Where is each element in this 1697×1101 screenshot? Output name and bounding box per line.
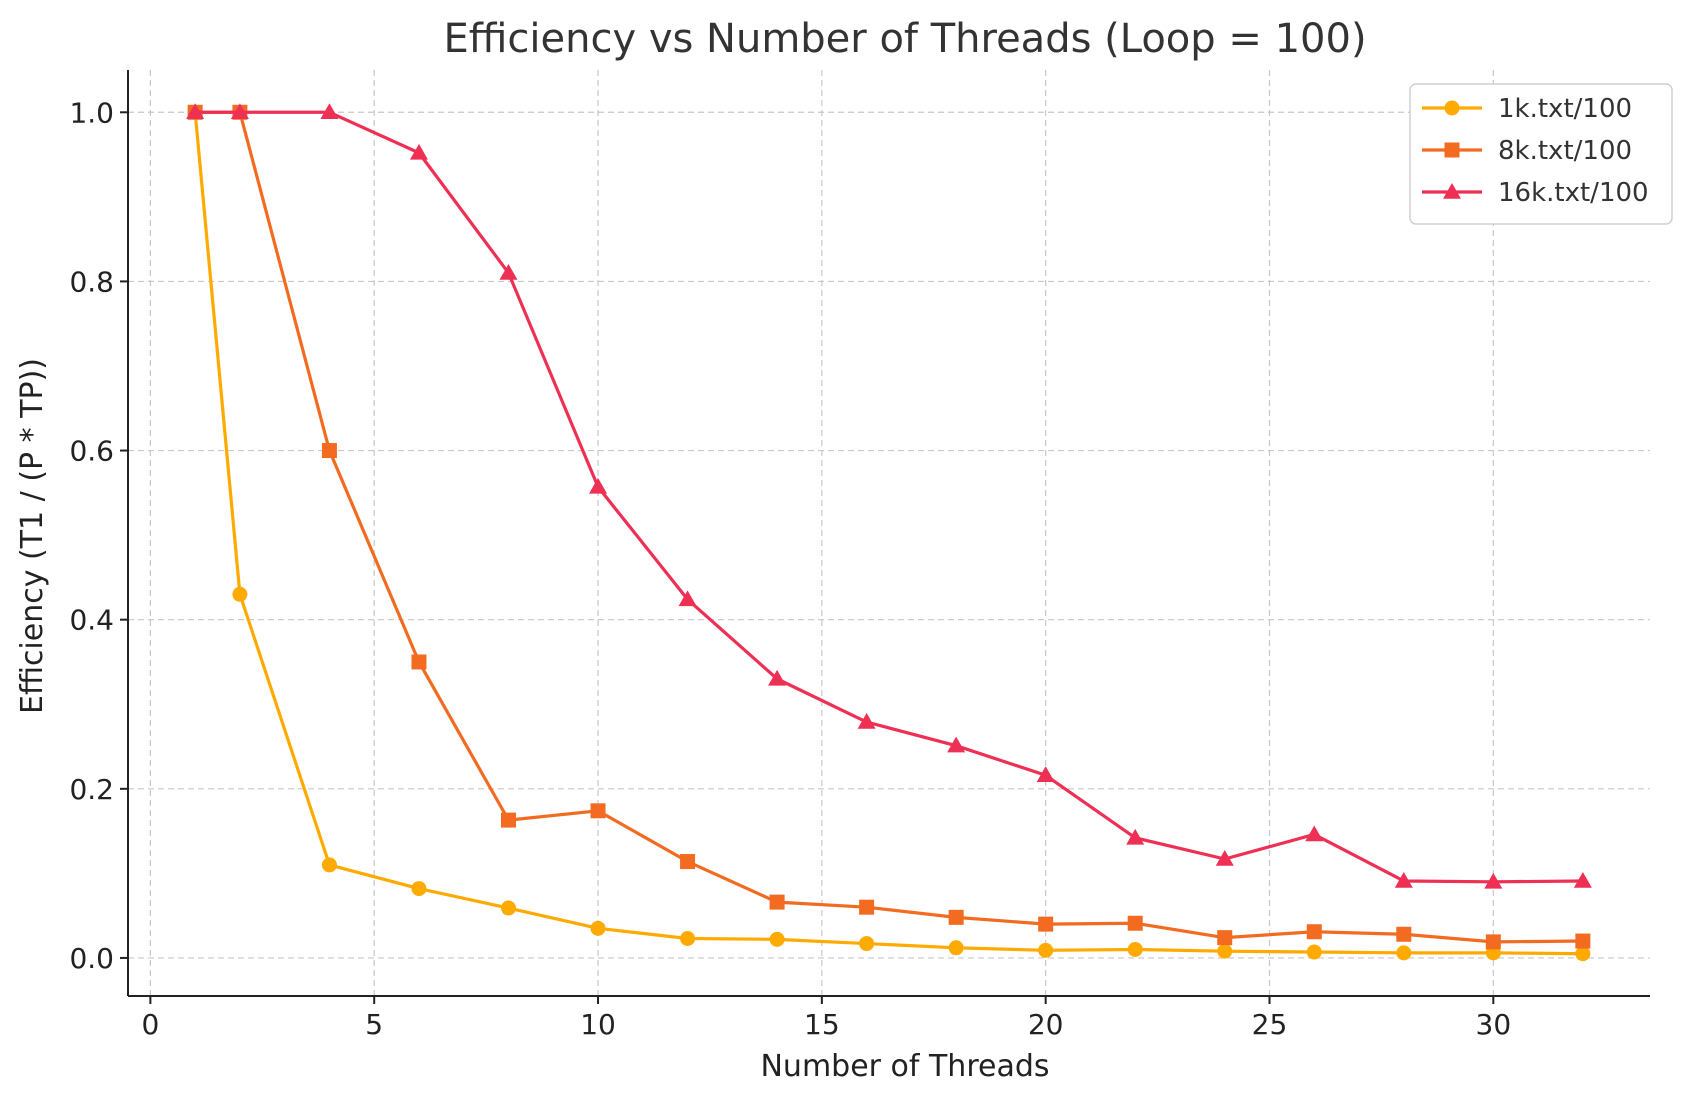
- data-point: [857, 713, 876, 729]
- legend-label: 1k.txt/100: [1498, 94, 1632, 124]
- data-point: [230, 103, 249, 120]
- x-tick-label: 20: [1028, 1008, 1064, 1041]
- data-point: [1396, 926, 1412, 942]
- data-point: [501, 812, 516, 828]
- data-point: [411, 654, 427, 670]
- x-tick-label: 0: [141, 1008, 159, 1041]
- x-tick-label: 30: [1476, 1008, 1512, 1041]
- data-point: [1306, 924, 1322, 940]
- series-layer: [186, 103, 1592, 962]
- data-point: [1217, 930, 1233, 946]
- legend-marker: [1443, 183, 1461, 199]
- y-tick-label: 0.0: [69, 942, 114, 975]
- data-point: [411, 881, 427, 897]
- y-tick-label: 0.8: [69, 265, 114, 298]
- y-axis-label: Efficiency (T1 / (P * TP)): [15, 358, 50, 714]
- chart-title: Efficiency vs Number of Threads (Loop = …: [443, 16, 1366, 62]
- data-point: [1306, 944, 1322, 960]
- series-8k-txt-100: [187, 104, 1591, 950]
- data-point: [499, 263, 518, 280]
- x-tick-label: 15: [804, 1008, 840, 1041]
- data-point: [948, 940, 964, 956]
- data-point: [590, 803, 606, 819]
- data-point: [1485, 934, 1501, 950]
- series-line: [195, 110, 1583, 884]
- data-point: [1484, 872, 1503, 889]
- x-tick-label: 10: [580, 1008, 616, 1041]
- data-point: [769, 931, 785, 947]
- data-point: [1038, 942, 1054, 958]
- data-point: [1575, 933, 1591, 949]
- x-axis-label: Number of Threads: [760, 1049, 1049, 1084]
- data-point: [948, 909, 964, 925]
- data-point: [1575, 946, 1591, 962]
- data-point: [947, 736, 966, 753]
- data-point: [1127, 941, 1143, 957]
- data-point: [321, 857, 337, 873]
- data-point: [501, 900, 516, 916]
- data-point: [186, 103, 205, 120]
- data-point: [769, 894, 785, 910]
- data-point: [859, 936, 875, 952]
- data-point: [320, 103, 339, 120]
- data-point: [859, 899, 875, 915]
- data-point: [1396, 945, 1412, 961]
- data-point: [589, 477, 608, 494]
- series-16k-txt-100: [186, 103, 1592, 889]
- data-point: [409, 143, 428, 160]
- data-point: [590, 920, 606, 936]
- x-tick-label: 25: [1252, 1008, 1288, 1041]
- x-tick-label: 5: [365, 1008, 383, 1041]
- data-point: [232, 586, 248, 602]
- y-tick-label: 0.6: [69, 435, 114, 468]
- data-point: [1217, 943, 1233, 959]
- legend-marker: [1444, 142, 1460, 158]
- data-point: [321, 443, 337, 459]
- data-point: [1394, 871, 1413, 888]
- data-point: [1573, 871, 1592, 888]
- legend: 1k.txt/100 8k.txt/100 16k.txt/100: [1409, 83, 1673, 225]
- data-point: [1036, 766, 1055, 783]
- data-point: [680, 854, 696, 870]
- data-point: [1127, 915, 1143, 931]
- data-point: [1305, 825, 1324, 842]
- legend-box: [1409, 83, 1673, 225]
- legend-label: 8k.txt/100: [1498, 136, 1632, 166]
- axes-layer: 0 5 10 15 20 25 30 0.0 0.2 0.4 0.6 0.8 1.0: [69, 70, 1650, 1041]
- series-1k-txt-100: [187, 104, 1591, 962]
- legend-label: 16k.txt/100: [1498, 178, 1649, 208]
- series-line: [195, 110, 1583, 944]
- y-tick-label: 0.2: [69, 773, 114, 806]
- y-tick-label: 0.4: [69, 604, 114, 637]
- y-tick-label: 1.0: [69, 96, 114, 129]
- legend-marker: [1444, 100, 1460, 116]
- data-point: [768, 669, 787, 686]
- data-point: [1038, 916, 1054, 932]
- data-point: [1126, 828, 1145, 845]
- data-point: [1215, 850, 1234, 866]
- series-line: [193, 112, 1583, 956]
- data-point: [680, 930, 696, 946]
- data-point: [678, 590, 697, 607]
- grid-layer: [128, 70, 1650, 996]
